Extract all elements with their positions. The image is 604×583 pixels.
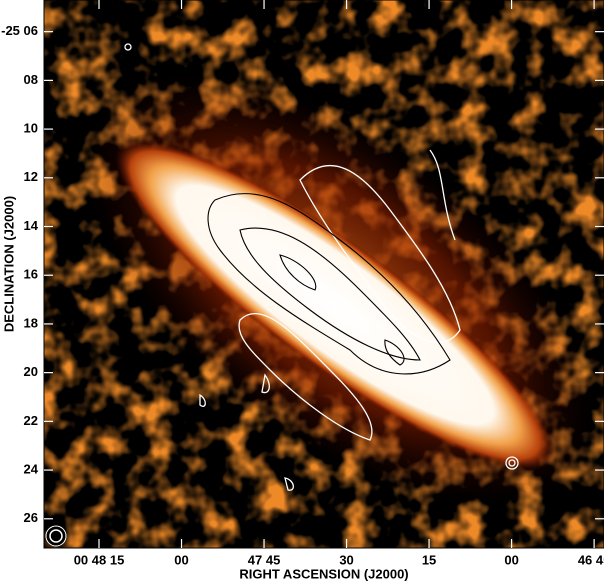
y-tick-label: 08 (24, 72, 38, 87)
x-tick-label: 00 (504, 552, 518, 567)
y-tick-label: 16 (24, 267, 38, 282)
x-tick-label: 30 (339, 552, 353, 567)
y-axis-label: DECLINATION (J2000) (1, 196, 16, 332)
x-tick-label: 00 48 15 (74, 552, 125, 567)
y-tick-label: 26 (24, 510, 38, 525)
y-tick-label: 22 (24, 413, 38, 428)
x-tick-label: 47 45 (248, 552, 281, 567)
x-tick-label: 00 (174, 552, 188, 567)
y-tick-label: 14 (24, 218, 39, 233)
y-tick-label: 10 (24, 121, 38, 136)
image (44, 0, 604, 548)
contours (124, 43, 519, 491)
x-axis-label: RIGHT ASCENSION (J2000) (239, 566, 408, 581)
x-tick-label: 46 45 (578, 552, 604, 567)
y-tick-label: 12 (24, 169, 38, 184)
y-tick-label: -25 06 (1, 23, 38, 38)
frame (43, 0, 604, 549)
y-tick-label: 20 (24, 364, 38, 379)
x-tick-label: 15 (422, 552, 436, 567)
y-tick-label: 18 (24, 315, 38, 330)
y-tick-label: 24 (24, 461, 39, 476)
